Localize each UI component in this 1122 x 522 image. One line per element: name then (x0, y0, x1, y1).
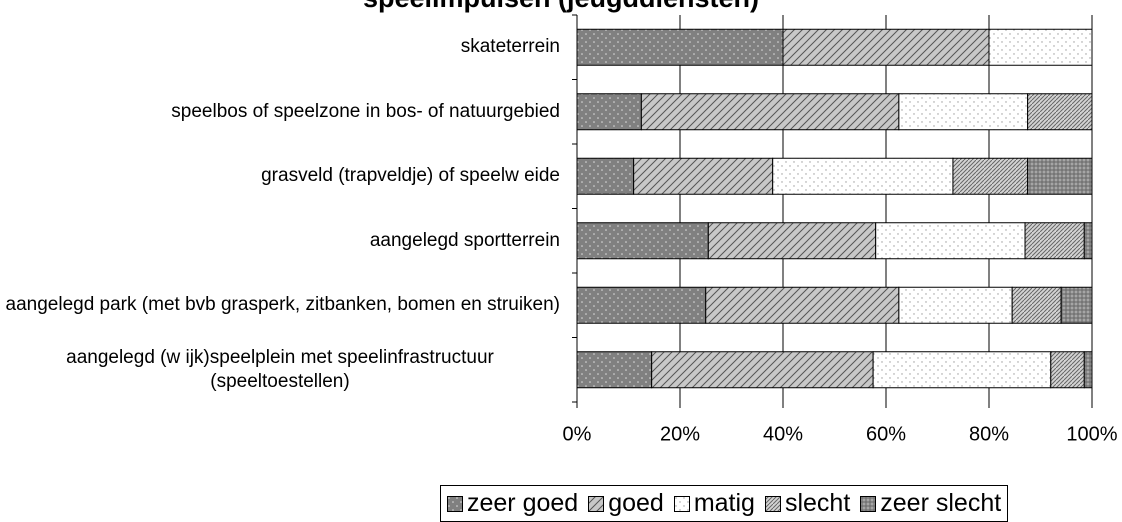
bar-segment (988, 28, 1093, 66)
legend-item: matig (673, 488, 755, 519)
legend-swatch (447, 495, 463, 512)
bar-segment (707, 222, 877, 260)
bar-segment (1083, 351, 1093, 389)
bar-segment (898, 93, 1029, 131)
legend-swatch (764, 495, 781, 512)
bar-segment (576, 28, 784, 66)
category-label-box: skateterrein (0, 35, 560, 59)
bar-segment (875, 222, 1026, 260)
legend-item: slecht (764, 488, 851, 519)
legend-label: matig (693, 489, 755, 517)
y-tick-label: aangelegd (w ijk)speelplein met speelinf… (66, 346, 494, 392)
category-label-box: aangelegd (w ijk)speelplein met speelinf… (0, 346, 560, 394)
bar-segment (576, 351, 653, 389)
x-tick-label: 80% (969, 423, 1009, 445)
legend-label: goed (608, 489, 664, 517)
y-tick-label: speelbos of speelzone in bos- of natuurg… (171, 100, 560, 122)
bar-segment (640, 93, 900, 131)
legend-swatch (860, 495, 877, 512)
legend-label: zeer goed (467, 489, 579, 517)
x-tick-label: 100% (1066, 423, 1117, 445)
bar-segment (782, 28, 990, 66)
legend-swatch (673, 495, 690, 512)
bar-segment (576, 157, 635, 195)
bar-segment (576, 222, 709, 260)
legend-label: slecht (784, 489, 851, 517)
x-tick-label: 60% (866, 423, 906, 445)
bar-segment (1027, 93, 1093, 131)
category-label-box: aangelegd park (met bvb grasperk, zitban… (0, 293, 560, 317)
bar-segment (772, 157, 954, 195)
x-tick-label: 40% (763, 423, 803, 445)
bar-segment (1024, 222, 1085, 260)
bar-segment (1011, 286, 1062, 324)
bar-segment (1027, 157, 1093, 195)
category-label-box: speelbos of speelzone in bos- of natuurg… (0, 100, 560, 124)
legend-label: zeer slecht (880, 489, 1002, 517)
legend-item: zeer goed (447, 488, 578, 519)
bar-segment (898, 286, 1013, 324)
bar-segment (576, 93, 642, 131)
y-tick-label: grasveld (trapveldje) of speelw eide (261, 165, 560, 187)
bar-segment (576, 286, 707, 324)
legend-item: zeer slecht (860, 488, 1001, 519)
legend-swatch (588, 495, 605, 512)
bar-segment (1050, 351, 1085, 389)
y-tick-label: aangelegd park (met bvb grasperk, zitban… (5, 294, 560, 316)
bar-segment (952, 157, 1029, 195)
x-tick-label: 20% (660, 423, 700, 445)
y-tick-label: aangelegd sportterrein (369, 229, 560, 251)
bar-segment (705, 286, 900, 324)
bar-segment (633, 157, 774, 195)
category-label-box: aangelegd sportterrein (0, 229, 560, 253)
chart-title: speelimpulsen (jeugddiensten) (363, 0, 759, 13)
bar-segment (1083, 222, 1093, 260)
legend-item: goed (588, 488, 664, 519)
category-label-box: grasveld (trapveldje) of speelw eide (0, 164, 560, 188)
legend: zeer goed goed matig slecht zeer slecht (440, 485, 1009, 522)
y-tick-label: skateterrein (460, 36, 560, 58)
bar-segment (1060, 286, 1093, 324)
bar-segment (651, 351, 874, 389)
bar-segment (872, 351, 1052, 389)
x-tick-label: 0% (563, 423, 592, 445)
